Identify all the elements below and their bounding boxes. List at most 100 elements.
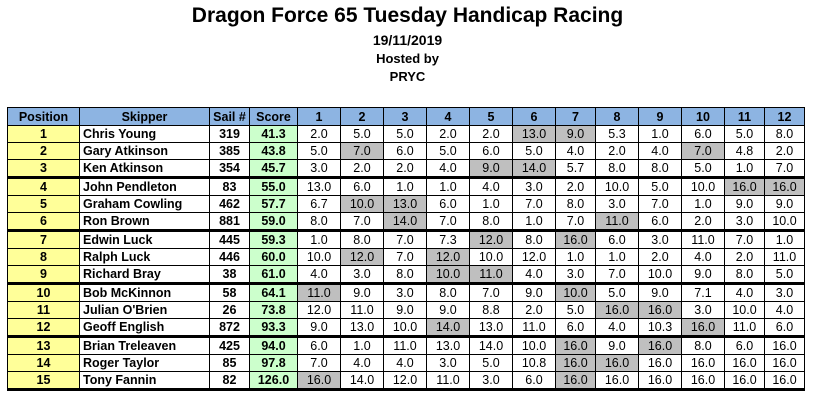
table-row: 15 Tony Fannin 82 126.0 16.0 14.0 12.0 11.0 3.0 6… <box>7 371 805 391</box>
table-row: 1 Chris Young 319 41.3 2.0 5.0 5.0 2.0 2.0 13.0 9.… <box>7 125 805 143</box>
race-result-cell: 10.0 <box>681 177 725 196</box>
race-result-discarded-cell: 12.0 <box>426 248 470 266</box>
race-result-cell: 7.0 <box>340 212 384 232</box>
race-result-cell: 1.0 <box>512 212 556 232</box>
skipper-cell: Tony Fannin <box>79 371 210 391</box>
race-result-cell: 1.0 <box>595 248 639 266</box>
race-result-cell: 8.0 <box>724 265 765 285</box>
column-header: 10 <box>681 107 725 126</box>
race-result-cell: 3.0 <box>340 265 384 285</box>
race-result-cell: 8.0 <box>512 230 556 249</box>
race-result-cell: 7.0 <box>638 195 682 213</box>
skipper-cell: Chris Young <box>79 125 210 143</box>
race-result-discarded-cell: 13.0 <box>512 125 556 143</box>
column-header: 8 <box>595 107 639 126</box>
race-result-cell: 8.8 <box>469 301 513 319</box>
race-result-cell: 1.0 <box>297 230 341 249</box>
race-result-discarded-cell: 12.0 <box>340 248 384 266</box>
race-result-cell: 5.0 <box>595 283 639 302</box>
sail-number-cell: 83 <box>209 177 250 196</box>
skipper-cell: Gary Atkinson <box>79 142 210 160</box>
race-result-cell: 7.0 <box>383 248 427 266</box>
hosted-by-label: Hosted by <box>376 51 439 66</box>
race-result-cell: 10.8 <box>512 354 556 372</box>
race-result-discarded-cell: 9.0 <box>555 125 596 143</box>
skipper-cell: Edwin Luck <box>79 230 210 249</box>
column-header: 12 <box>764 107 805 126</box>
race-result-cell: 8.0 <box>340 230 384 249</box>
column-header: 6 <box>512 107 556 126</box>
header-row: Position Skipper Sail # Score 1 2 3 4 5 6 7 8 9 10 11 1… <box>7 107 805 126</box>
race-result-cell: 13.0 <box>426 336 470 355</box>
race-result-cell: 2.0 <box>426 125 470 143</box>
race-result-discarded-cell: 13.0 <box>383 195 427 213</box>
skipper-cell: Geoff English <box>79 318 210 338</box>
race-result-cell: 4.8 <box>724 142 765 160</box>
race-result-cell: 9.0 <box>383 301 427 319</box>
race-result-cell: 2.0 <box>383 159 427 179</box>
race-result-cell: 3.0 <box>555 265 596 285</box>
race-result-cell: 10.0 <box>638 265 682 285</box>
race-result-cell: 10.3 <box>638 318 682 338</box>
table-row: 2 Gary Atkinson 385 43.8 5.0 7.0 6.0 5.0 6.0 5.0 4… <box>7 142 805 160</box>
skipper-cell: Ralph Luck <box>79 248 210 266</box>
race-result-cell: 4.0 <box>681 248 725 266</box>
table-row: 3 Ken Atkinson 354 45.7 3.0 2.0 2.0 4.0 9.0 14.0 5… <box>7 159 805 179</box>
race-result-cell: 6.0 <box>555 318 596 338</box>
score-cell: 73.8 <box>249 301 298 319</box>
race-result-cell: 1.0 <box>383 177 427 196</box>
race-result-cell: 4.0 <box>340 354 384 372</box>
position-cell: 2 <box>7 142 80 160</box>
race-result-cell: 7.0 <box>469 283 513 302</box>
column-header: Score <box>249 107 298 126</box>
race-result-cell: 2.0 <box>555 177 596 196</box>
race-result-cell: 7.0 <box>595 265 639 285</box>
race-result-cell: 11.0 <box>764 248 805 266</box>
column-header: 4 <box>426 107 470 126</box>
table-row: 10 Bob McKinnon 58 64.1 11.0 9.0 3.0 8.0 7.0 9.0 1… <box>7 283 805 302</box>
race-result-cell: 6.0 <box>383 142 427 160</box>
race-result-cell: 3.0 <box>764 283 805 302</box>
race-result-cell: 8.0 <box>555 195 596 213</box>
race-result-cell: 6.0 <box>297 336 341 355</box>
race-result-cell: 9.0 <box>724 195 765 213</box>
score-cell: 64.1 <box>249 283 298 302</box>
race-result-cell: 6.0 <box>681 125 725 143</box>
race-result-discarded-cell: 16.0 <box>555 336 596 355</box>
race-result-cell: 8.0 <box>297 212 341 232</box>
race-result-cell: 6.0 <box>724 336 765 355</box>
score-cell: 97.8 <box>249 354 298 372</box>
score-cell: 41.3 <box>249 125 298 143</box>
race-result-cell: 16.0 <box>681 371 725 391</box>
race-result-cell: 16.0 <box>724 354 765 372</box>
score-cell: 55.0 <box>249 177 298 196</box>
race-result-cell: 16.0 <box>764 354 805 372</box>
race-result-cell: 3.0 <box>297 159 341 179</box>
race-result-cell: 16.0 <box>724 371 765 391</box>
score-cell: 94.0 <box>249 336 298 355</box>
race-result-discarded-cell: 16.0 <box>595 354 639 372</box>
race-result-cell: 5.0 <box>297 142 341 160</box>
sail-number-cell: 881 <box>209 212 250 232</box>
race-result-cell: 16.0 <box>638 371 682 391</box>
skipper-cell: Graham Cowling <box>79 195 210 213</box>
race-result-cell: 10.0 <box>764 212 805 232</box>
race-result-cell: 6.0 <box>512 371 556 391</box>
race-result-cell: 8.0 <box>638 159 682 179</box>
race-result-cell: 1.0 <box>555 248 596 266</box>
race-result-cell: 7.3 <box>426 230 470 249</box>
race-result-discarded-cell: 16.0 <box>638 336 682 355</box>
column-header: 1 <box>297 107 341 126</box>
skipper-cell: Julian O'Brien <box>79 301 210 319</box>
race-result-cell: 3.0 <box>383 283 427 302</box>
race-result-cell: 4.0 <box>724 283 765 302</box>
race-result-cell: 5.7 <box>555 159 596 179</box>
race-result-discarded-cell: 11.0 <box>595 212 639 232</box>
race-result-cell: 5.0 <box>555 301 596 319</box>
table-row: 9 Richard Bray 38 61.0 4.0 3.0 8.0 10.0 11.0 4.0 3… <box>7 265 805 285</box>
position-cell: 13 <box>7 336 80 355</box>
race-result-cell: 11.0 <box>340 301 384 319</box>
race-result-cell: 11.0 <box>383 336 427 355</box>
column-header: Skipper <box>79 107 210 126</box>
race-result-discarded-cell: 14.0 <box>512 159 556 179</box>
